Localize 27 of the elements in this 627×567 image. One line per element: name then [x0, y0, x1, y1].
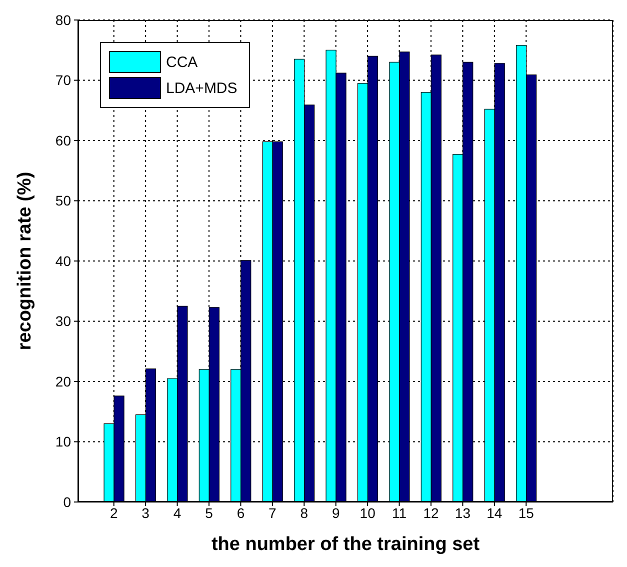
- x-tick-label: 3: [142, 504, 150, 521]
- y-tick-label: 60: [55, 132, 72, 148]
- x-tick-label: 14: [486, 504, 502, 521]
- x-axis-title: the number of the training set: [211, 534, 480, 555]
- x-tick-label: 9: [332, 504, 340, 521]
- x-tick-label: 8: [300, 504, 308, 521]
- x-tick-label: 7: [268, 504, 277, 521]
- x-tick-label: 15: [518, 504, 534, 521]
- x-tick-label: 2: [110, 504, 118, 521]
- y-tick-label: 70: [55, 72, 72, 88]
- y-tick-label: 50: [55, 192, 72, 209]
- x-tick-label: 10: [360, 504, 376, 521]
- y-tick-label: 0: [63, 494, 72, 510]
- legend-label: CCA: [166, 54, 198, 70]
- x-tick-label: 6: [236, 504, 245, 521]
- y-tick-label: 10: [55, 434, 72, 450]
- legend-label: LDA+MDS: [166, 80, 238, 96]
- y-tick-label: 40: [55, 252, 72, 269]
- x-tick-label: 4: [173, 504, 182, 521]
- x-tick-label: 11: [392, 504, 407, 521]
- x-tick-label: 5: [205, 504, 214, 521]
- y-tick-label: 80: [55, 12, 72, 28]
- x-tick-label: 12: [423, 504, 439, 521]
- y-tick-label: 30: [55, 313, 72, 330]
- y-tick-label: 20: [55, 373, 72, 390]
- x-tick-label: 13: [454, 504, 471, 521]
- y-axis-title: recognition rate (%): [14, 172, 36, 350]
